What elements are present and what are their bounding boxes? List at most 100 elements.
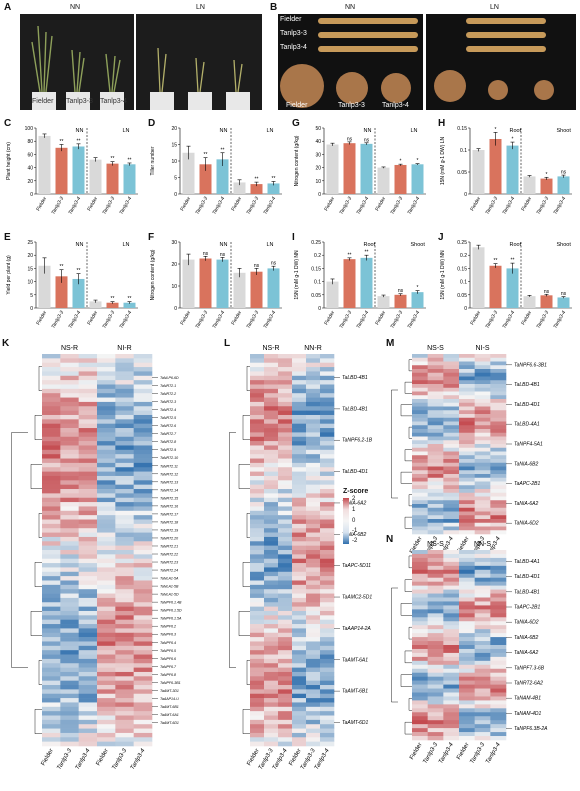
heatmap-cell bbox=[133, 388, 153, 394]
gene-label: TaAPC-2B1 bbox=[514, 605, 540, 611]
heatmap-cell bbox=[320, 711, 335, 716]
heatmap-cell bbox=[443, 724, 460, 729]
significance-label: ** bbox=[77, 268, 81, 274]
heatmap-cell bbox=[427, 700, 444, 705]
heatmap-cell bbox=[459, 629, 475, 634]
heatmap-cell bbox=[42, 741, 61, 747]
heatmap-cell bbox=[250, 645, 265, 651]
heatmap-cell bbox=[97, 401, 116, 407]
heatmap-cell bbox=[278, 510, 293, 516]
heatmap-cell bbox=[412, 372, 428, 377]
heatmap-cell bbox=[412, 447, 428, 452]
heatmap-cell bbox=[115, 584, 134, 590]
heatmap-cell bbox=[306, 737, 321, 742]
heatmap-cell bbox=[264, 715, 279, 721]
y-tick-label: 0 bbox=[318, 306, 321, 312]
heatmap-cell bbox=[133, 449, 153, 455]
heatmap-cell bbox=[474, 526, 491, 531]
heatmap-cell bbox=[412, 380, 428, 385]
heatmap-cell bbox=[490, 550, 507, 555]
heatmap-cell bbox=[250, 532, 265, 538]
heatmap-cell bbox=[133, 554, 153, 560]
heatmap-cell bbox=[133, 506, 153, 512]
heatmap-cell bbox=[306, 471, 321, 477]
gene-label: TaNIA-6D2 bbox=[514, 620, 539, 626]
heatmap-cell bbox=[443, 354, 460, 359]
heatmap-cell bbox=[60, 393, 79, 398]
heatmap-cell bbox=[427, 474, 444, 479]
y-tick-label: 0 bbox=[174, 306, 177, 312]
heatmap-cell bbox=[42, 724, 61, 729]
heatmap-cell bbox=[78, 658, 98, 664]
heatmap-cell bbox=[292, 610, 307, 616]
heatmap-cell bbox=[278, 523, 293, 529]
heatmap-cell bbox=[60, 445, 79, 451]
gene-label: TaNRT2.19 bbox=[160, 528, 178, 532]
heatmap-cell bbox=[320, 506, 335, 512]
heatmap-cell bbox=[97, 558, 116, 564]
heatmap-cell bbox=[459, 609, 475, 614]
heatmap-cell bbox=[427, 485, 444, 490]
heatmap-cell bbox=[320, 550, 335, 555]
heatmap-cell bbox=[97, 414, 116, 420]
heatmap-cell bbox=[427, 357, 444, 362]
y-tick-label: 0.05 bbox=[457, 293, 467, 299]
x-tick-label: Tanlp3-3 bbox=[50, 310, 65, 330]
heatmap-cell bbox=[278, 410, 293, 416]
heatmap-cell bbox=[78, 536, 98, 542]
bar bbox=[38, 135, 51, 194]
heatmap-cell bbox=[320, 532, 335, 538]
heatmap-cell bbox=[443, 577, 460, 582]
heatmap-cell bbox=[306, 558, 321, 564]
heatmap-cell bbox=[60, 515, 79, 520]
heatmap-cell bbox=[250, 519, 265, 525]
heatmap-cell bbox=[306, 375, 321, 381]
heatmap-cell bbox=[443, 414, 460, 419]
heatmap-cell bbox=[306, 484, 321, 490]
heatmap-cell bbox=[133, 610, 153, 616]
y-tick-label: 0 bbox=[464, 306, 467, 312]
heatmap-cell bbox=[42, 354, 61, 359]
heatmap-cell bbox=[250, 706, 265, 712]
x-tick-label: Fielder bbox=[374, 196, 387, 213]
heatmap-cell bbox=[320, 641, 335, 647]
heatmap-cell bbox=[459, 605, 475, 610]
heatmap-cell bbox=[278, 458, 293, 464]
heatmap-cell bbox=[42, 637, 61, 642]
x-tick-label: Tanlp3-3 bbox=[245, 196, 260, 216]
heatmap-cell bbox=[42, 597, 61, 603]
bar-chart-i: I 0 0.05 0.1 0.15 0.2 0.25 15N (mM g-1 DW) NN Fi… bbox=[290, 232, 432, 342]
gene-label: TaAMT-6A1 bbox=[160, 713, 179, 717]
heatmap-cell bbox=[115, 445, 134, 451]
bar bbox=[72, 146, 85, 194]
heatmap-cell bbox=[115, 554, 134, 560]
heatmap-cell bbox=[443, 477, 460, 482]
heatmap-cell bbox=[115, 510, 134, 516]
heatmap-cell bbox=[443, 425, 460, 430]
heatmap-cell bbox=[78, 541, 98, 546]
heatmap-cell bbox=[459, 526, 475, 531]
heatmap-cell bbox=[78, 550, 98, 555]
heatmap-cell bbox=[60, 428, 79, 433]
heatmap-cell bbox=[97, 550, 116, 555]
heatmap-cell bbox=[443, 421, 460, 426]
heatmap-cell bbox=[427, 724, 444, 729]
heatmap-cell bbox=[474, 565, 491, 571]
heatmap-cell bbox=[278, 541, 293, 546]
heatmap-cell bbox=[278, 528, 293, 533]
gene-label: TaLBD-4D1 bbox=[342, 469, 368, 475]
heatmap-cell bbox=[427, 716, 444, 721]
heatmap-cell bbox=[97, 641, 116, 647]
heatmap-cell bbox=[320, 428, 335, 433]
heatmap-cell bbox=[412, 569, 428, 575]
heatmap-cell bbox=[490, 492, 507, 497]
heatmap-cell bbox=[490, 645, 507, 650]
gene-label: TaAMT-6D1 bbox=[342, 720, 369, 726]
heatmap-cell bbox=[412, 492, 428, 497]
heatmap-cell bbox=[250, 558, 265, 564]
heatmap-cell bbox=[60, 663, 79, 668]
significance-label: ** bbox=[111, 156, 115, 162]
heatmap-cell bbox=[264, 654, 279, 660]
